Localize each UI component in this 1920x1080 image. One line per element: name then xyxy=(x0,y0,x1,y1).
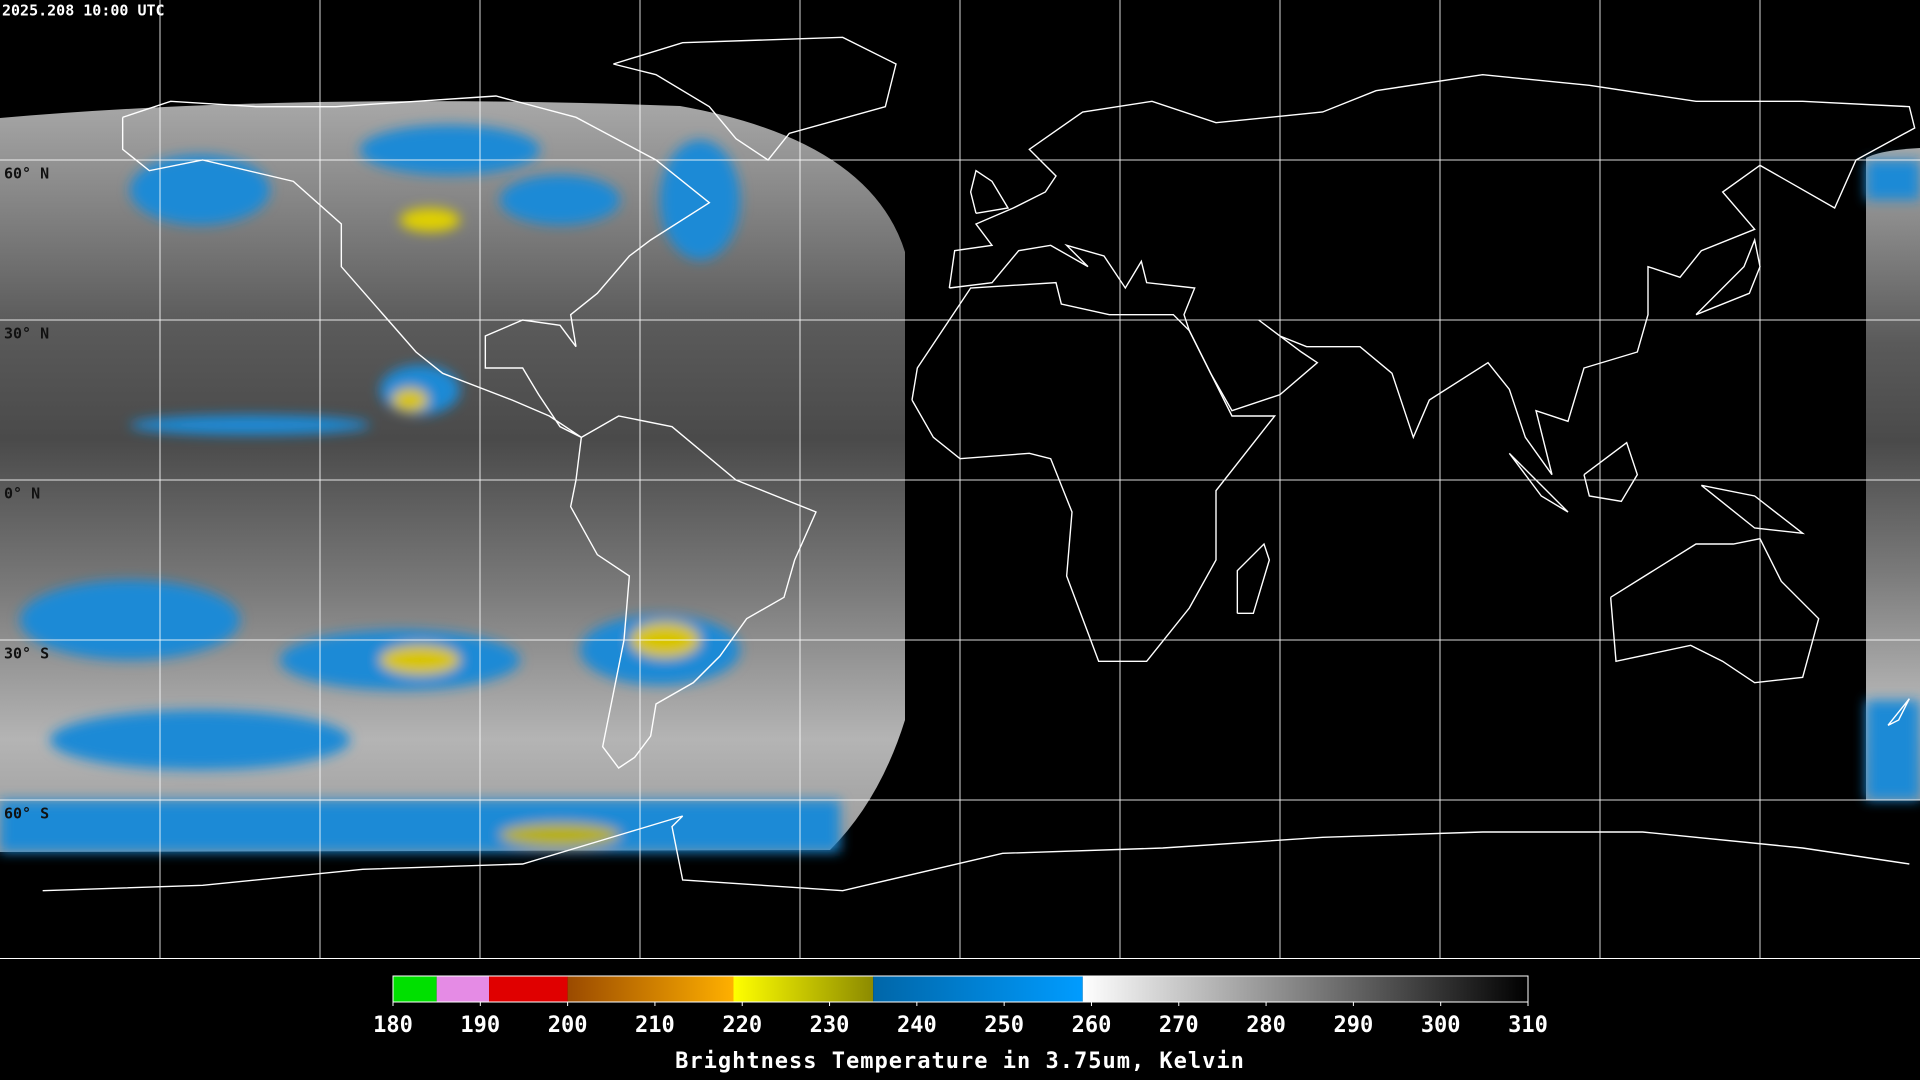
coastline xyxy=(1695,237,1761,316)
colorbar-segment xyxy=(1082,976,1528,1002)
coastline xyxy=(1508,452,1569,513)
colorbar: 180 190 200 210 220 230 240 250 260 270 280 290 300 3… xyxy=(373,975,1548,1038)
colorbar-segment xyxy=(393,976,437,1002)
colorbar-tick-label: 250 xyxy=(984,1013,1024,1038)
satellite-imagery xyxy=(0,101,1920,853)
timestamp: 2025.208 10:00 UTC xyxy=(2,2,165,20)
lat-label: 60° N xyxy=(4,165,49,183)
coastline xyxy=(1700,484,1806,535)
cloud-features xyxy=(0,125,1920,852)
lat-label: 0° N xyxy=(4,485,40,503)
colorbar-tick-label: 230 xyxy=(810,1013,850,1038)
coastline xyxy=(121,95,711,438)
colorbar-segment xyxy=(567,976,734,1002)
map-border xyxy=(0,958,1920,959)
colorbar-tick-label: 220 xyxy=(722,1013,762,1038)
colorbar-tick-label: 260 xyxy=(1072,1013,1112,1038)
colorbar-tick-label: 270 xyxy=(1159,1013,1199,1038)
colorbar-tick-label: 310 xyxy=(1508,1013,1548,1038)
colorbar-tick-label: 190 xyxy=(460,1013,500,1038)
coastline xyxy=(911,281,1277,663)
colorbar-tick-label: 180 xyxy=(373,1013,413,1038)
coastlines xyxy=(42,36,1916,892)
imagery-east xyxy=(1866,148,1920,800)
colorbar-segment xyxy=(733,976,874,1002)
coastline xyxy=(969,169,1010,215)
colorbar-segment xyxy=(436,976,490,1002)
colorbar-tick-label: 200 xyxy=(548,1013,588,1038)
lat-label: 60° S xyxy=(4,805,49,823)
coastline xyxy=(948,73,1916,476)
colorbar-tick-label: 240 xyxy=(897,1013,937,1038)
latitude-labels: 60° N 30° N 0° N 30° S 60° S xyxy=(4,165,49,823)
coastline xyxy=(1609,537,1820,684)
graticule xyxy=(0,0,1920,958)
coastline xyxy=(1583,441,1639,503)
coastline xyxy=(613,36,897,161)
colorbar-segment xyxy=(489,976,568,1002)
colorbar-title: Brightness Temperature in 3.75um, Kelvin xyxy=(675,1049,1245,1074)
lat-label: 30° N xyxy=(4,325,49,343)
colorbar-tick-label: 210 xyxy=(635,1013,675,1038)
colorbar-tick-label: 300 xyxy=(1421,1013,1461,1038)
coastline xyxy=(1236,542,1271,615)
coastline xyxy=(42,815,1910,892)
coastline xyxy=(1887,698,1910,726)
coastline xyxy=(569,415,817,769)
colorbar-segment xyxy=(873,976,1083,1002)
lat-label: 30° S xyxy=(4,645,49,663)
colorbar-tick-label: 290 xyxy=(1334,1013,1374,1038)
colorbar-frame xyxy=(392,975,1529,1003)
colorbar-tick-label: 280 xyxy=(1246,1013,1286,1038)
